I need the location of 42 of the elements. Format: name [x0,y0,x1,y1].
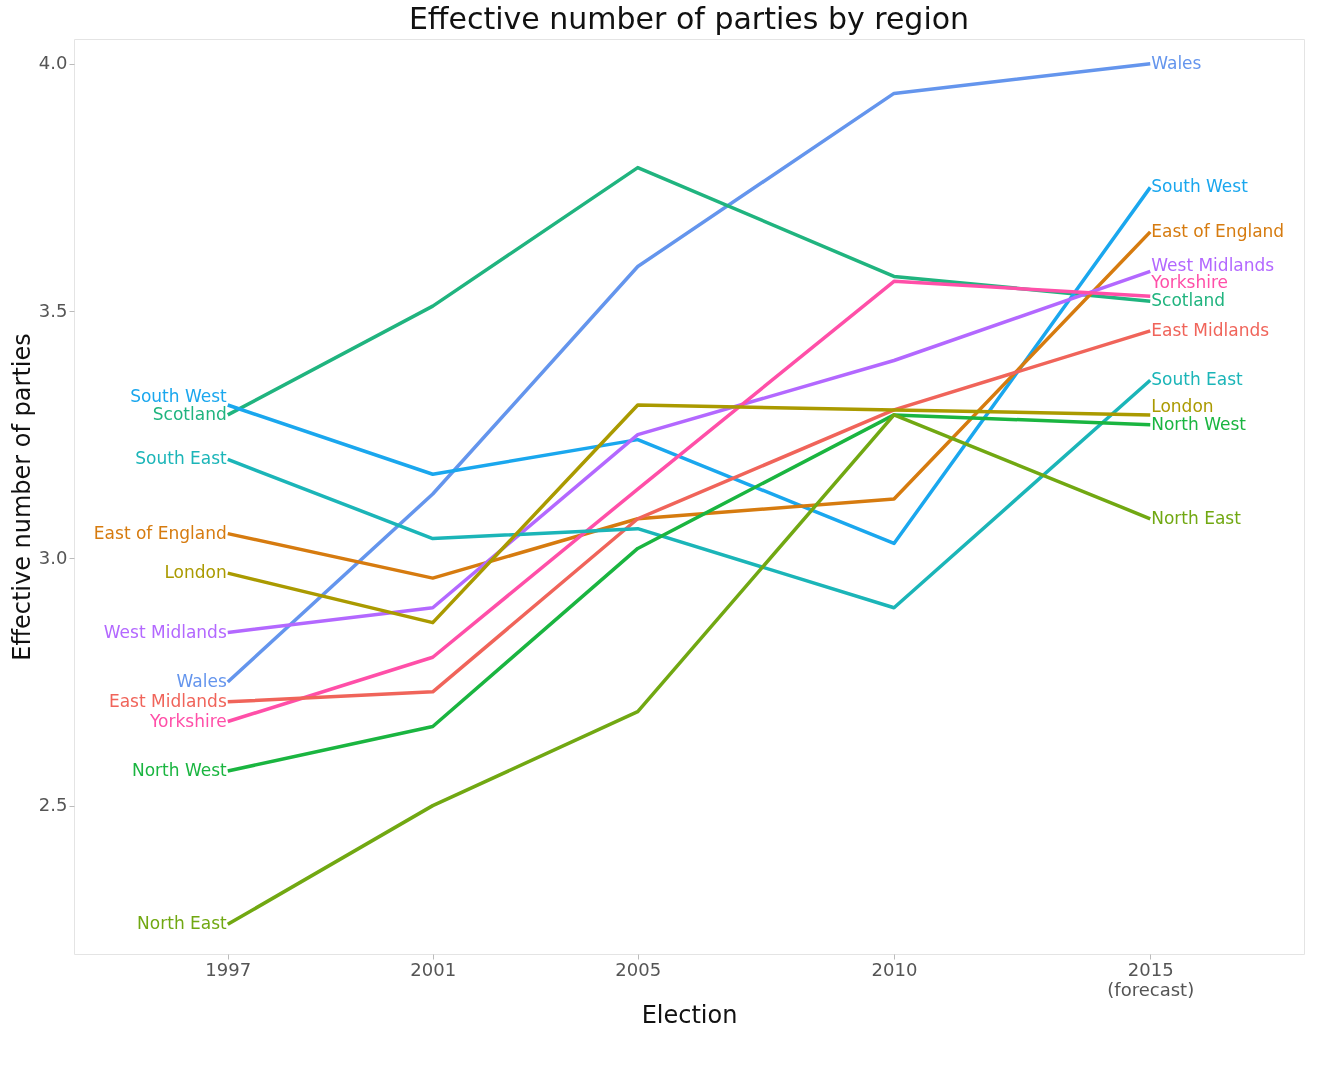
series-label: Wales [1151,52,1202,73]
chart-title: Effective number of parties by region [408,1,970,36]
line-series [226,403,1152,625]
line-series [226,61,1152,684]
series-label: South East [135,448,228,469]
text: Scotland [1151,290,1226,311]
series-label: North East [137,913,228,934]
text: East Midlands [1151,319,1270,340]
text: West Midlands [1151,254,1275,275]
text: Yorkshire [1151,272,1229,293]
line-series [226,413,1152,927]
series-label: West Midlands [103,621,227,642]
y-tick-label: 4.0 [38,52,68,74]
line-series [226,279,1152,724]
x-tick-label: 2001 [410,958,457,980]
line-series [226,230,1152,580]
y-tick-label: 3.0 [38,546,68,568]
series-label: East Midlands [108,690,227,711]
y-axis-title: Effective number of parties [7,333,36,661]
line-series [226,329,1152,704]
text: East of England [93,522,227,543]
y-tick-label: 3.5 [38,299,68,321]
line-series [226,269,1152,635]
series-label: North West [132,760,228,780]
series-label: London [164,562,227,583]
text: London [1151,395,1214,416]
line-series [226,378,1152,610]
series-label: East of England [1151,220,1285,241]
y-tick-label: 2.5 [38,794,68,816]
x-tick-label: 2010 [871,958,918,980]
line-series [226,185,1152,546]
x-tick-label: 1997 [205,958,252,980]
series-label: South West [1151,176,1249,197]
text: North West [1151,413,1246,434]
line-series [226,413,1152,773]
series-label: Yorkshire [148,710,227,731]
x-axis-title: Election [641,1000,738,1029]
x-tick-label: 2005 [615,958,662,980]
x-tick-label: 2015 (forecast) [1107,958,1195,1000]
text: Wales [176,670,227,691]
text: South East [1151,369,1243,390]
text: North East [1151,507,1241,528]
